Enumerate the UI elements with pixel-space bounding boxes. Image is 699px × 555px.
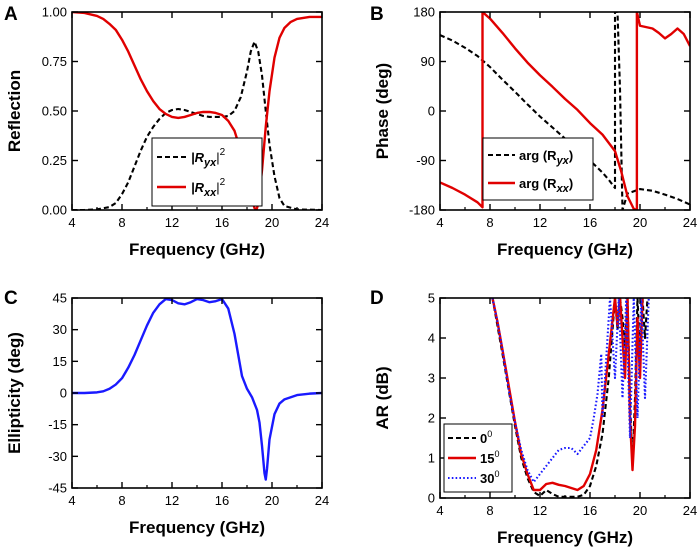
y-tick-label: 1	[428, 451, 435, 466]
x-tick-label: 24	[683, 215, 697, 230]
y-tick-label: 90	[421, 54, 435, 69]
y-axis-title: AR (dB)	[373, 366, 392, 429]
plot-area	[72, 12, 322, 210]
y-tick-label: 180	[413, 5, 435, 20]
legend-label: 150	[480, 449, 499, 466]
legend-label: |Rxx|2	[191, 177, 226, 199]
x-tick-label: 16	[215, 215, 229, 230]
x-tick-label: 4	[436, 215, 443, 230]
x-tick-label: 8	[118, 493, 125, 508]
y-tick-label: 4	[428, 331, 435, 346]
x-tick-label: 12	[533, 215, 547, 230]
y-tick-label: -90	[416, 153, 435, 168]
panel-letter: A	[4, 4, 18, 25]
x-tick-label: 4	[68, 493, 75, 508]
legend-b: arg (Ryx) arg (Rxx)	[482, 137, 594, 201]
x-axis-title: Frequency (GHz)	[129, 240, 265, 259]
x-tick-label: 16	[583, 503, 597, 518]
y-tick-label: 1.00	[42, 5, 67, 20]
y-tick-label: 0	[428, 104, 435, 119]
y-tick-label: -45	[48, 481, 67, 496]
series-line-c-0	[72, 298, 322, 481]
x-tick-label: 20	[265, 215, 279, 230]
y-tick-label: -30	[48, 449, 67, 464]
panel-letter: B	[370, 4, 384, 25]
legend-label: 00	[480, 429, 492, 446]
x-tick-label: 8	[118, 215, 125, 230]
panel-letter: C	[4, 288, 18, 309]
legend-label: 300	[480, 469, 499, 486]
y-axis-title: Ellipticity (deg)	[5, 332, 24, 454]
legend-a: |Ryx|2 |Rxx|2	[151, 137, 263, 207]
x-tick-label: 20	[633, 215, 647, 230]
x-tick-label: 20	[265, 493, 279, 508]
y-tick-label: 30	[53, 322, 67, 337]
y-axis-title: Reflection	[5, 70, 24, 152]
y-tick-label: 45	[53, 291, 67, 306]
x-tick-label: 8	[486, 215, 493, 230]
x-axis-title: Frequency (GHz)	[497, 240, 633, 259]
legend-d: 00 150 300	[443, 423, 513, 493]
x-tick-label: 12	[165, 215, 179, 230]
plot-area	[491, 298, 650, 498]
y-tick-label: -15	[48, 417, 67, 432]
chart-panel-c: 4 8 12 16 20 24 -45 -30 -15 0 15 30 45 Frequency (GHz…	[4, 288, 329, 537]
plot-area	[440, 12, 690, 210]
legend-label: |Ryx|2	[191, 147, 226, 169]
plot-frame	[71, 297, 323, 489]
series-line-a-0	[72, 40, 322, 210]
y-tick-label: 0.75	[42, 54, 67, 69]
y-tick-label: 2	[428, 411, 435, 426]
series-line-b-1	[440, 12, 690, 210]
y-tick-label: 0	[60, 386, 67, 401]
legend-label: arg (Rxx)	[519, 176, 573, 195]
x-tick-label: 24	[315, 493, 329, 508]
legend-box	[482, 137, 594, 201]
x-tick-label: 16	[583, 215, 597, 230]
y-axis-title: Phase (deg)	[373, 63, 392, 159]
y-tick-label: 5	[428, 291, 435, 306]
series-line-a-1	[72, 12, 322, 210]
chart-panel-a: 4 8 12 16 20 24 0.00 0.25 0.50 0.75 1.00 Frequency …	[4, 4, 329, 259]
y-tick-label: 0.50	[42, 104, 67, 119]
y-tick-label: 0	[428, 491, 435, 506]
y-tick-label: 15	[53, 354, 67, 369]
x-tick-label: 20	[633, 503, 647, 518]
y-tick-label: 0.25	[42, 153, 67, 168]
x-tick-label: 12	[165, 493, 179, 508]
x-axis-title: Frequency (GHz)	[497, 528, 633, 547]
x-tick-label: 16	[215, 493, 229, 508]
x-axis-title: Frequency (GHz)	[129, 518, 265, 537]
x-tick-label: 4	[68, 215, 75, 230]
x-tick-label: 24	[683, 503, 697, 518]
x-tick-label: 12	[533, 503, 547, 518]
y-tick-label: 3	[428, 371, 435, 386]
x-tick-label: 4	[436, 503, 443, 518]
x-tick-label: 24	[315, 215, 329, 230]
series-line-d-1	[491, 298, 644, 492]
plot-area	[72, 298, 322, 481]
y-tick-label: -180	[409, 203, 435, 218]
x-tick-label: 8	[486, 503, 493, 518]
panel-letter: D	[370, 288, 384, 309]
y-tick-label: 0.00	[42, 203, 67, 218]
legend-label: arg (Ryx)	[519, 148, 573, 167]
chart-panel-b: 4 8 12 16 20 24 -180 -90 0 90 180 Frequency (GHz) Ph…	[370, 4, 697, 259]
legend-box	[151, 137, 263, 207]
